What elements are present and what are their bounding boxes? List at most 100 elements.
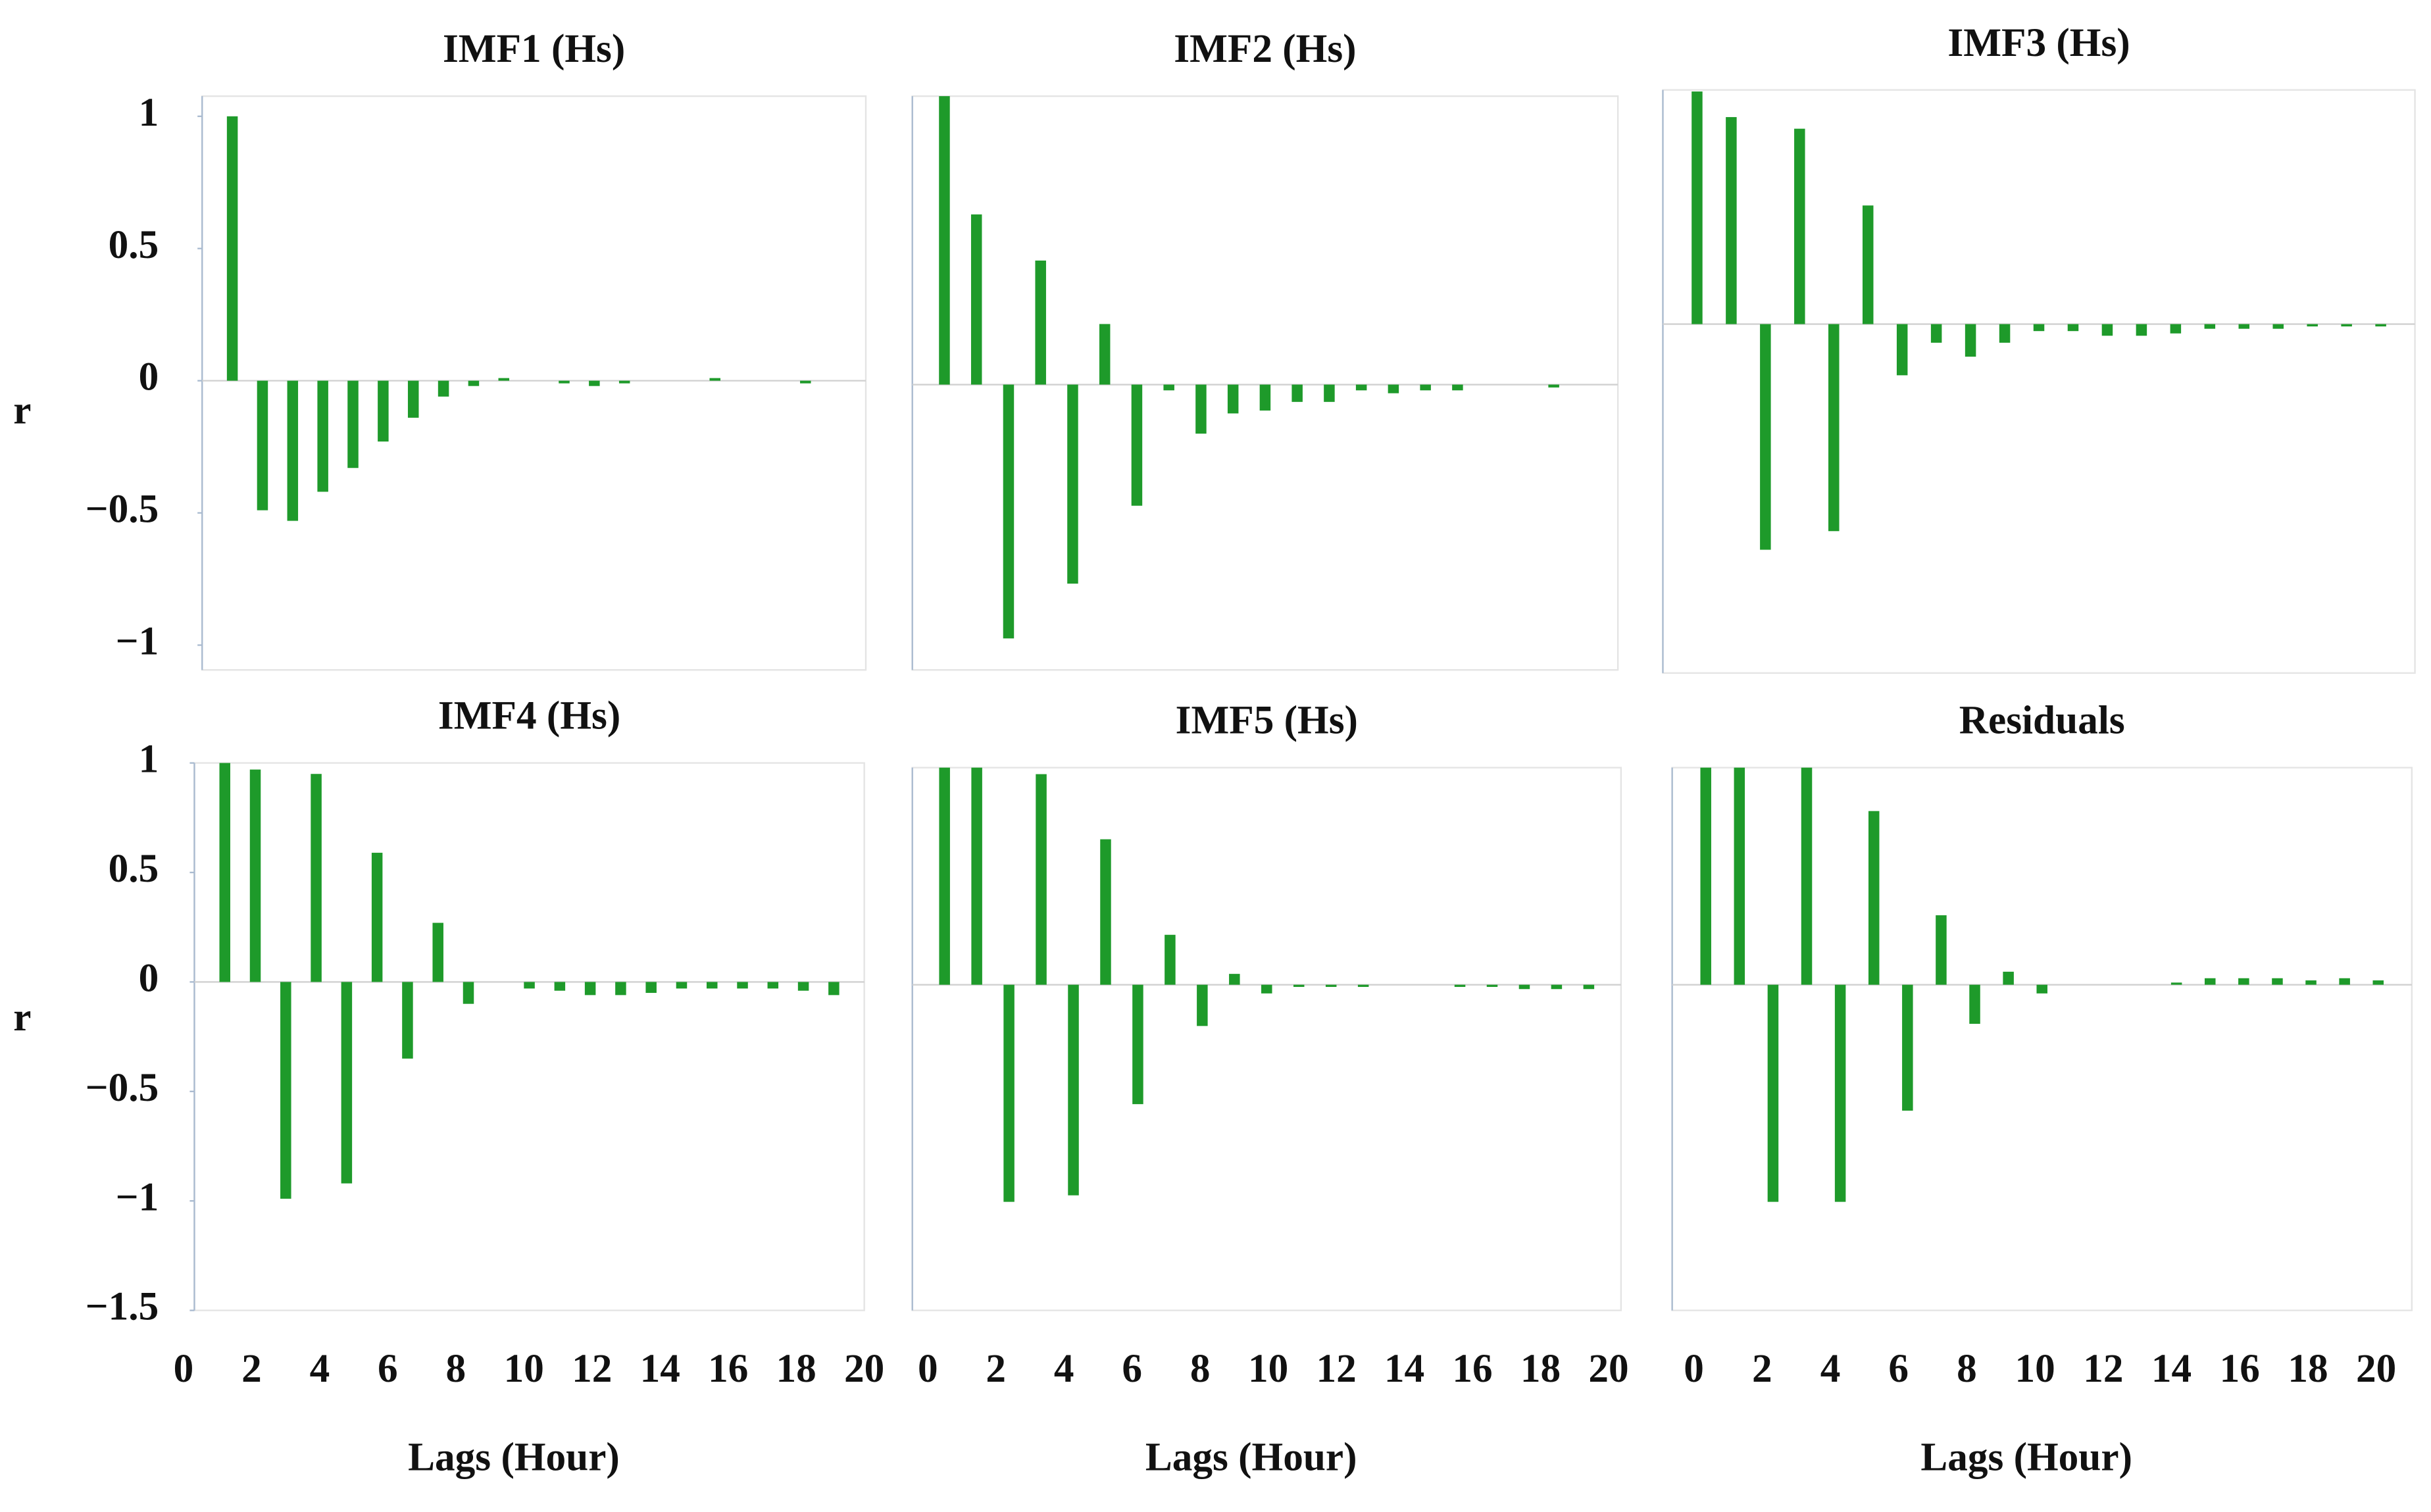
x-tick-label: 14 (1384, 1346, 1424, 1391)
bar (402, 982, 413, 1059)
bar (1700, 767, 1711, 985)
x-tick-label: 10 (1248, 1346, 1288, 1391)
bar (2205, 978, 2216, 985)
bar (971, 767, 982, 985)
bar (468, 380, 480, 386)
bar (1518, 984, 1530, 990)
x-tick-label: 4 (1820, 1346, 1841, 1391)
bar (676, 982, 688, 989)
plot-frame (1662, 89, 2416, 674)
bar (1293, 984, 1305, 987)
bar (618, 380, 630, 384)
bar (709, 378, 720, 381)
bar (1930, 324, 1942, 343)
bar (1692, 91, 1703, 324)
x-tick-label: 10 (504, 1346, 544, 1391)
bar (1936, 915, 1947, 985)
bar (371, 853, 383, 982)
bar (1324, 384, 1335, 402)
bar (589, 380, 600, 386)
x-tick-label: 0 (918, 1346, 938, 1391)
bar (1454, 984, 1466, 987)
bar (2136, 324, 2147, 336)
bar (1420, 384, 1431, 391)
x-tick-label: 20 (844, 1346, 884, 1391)
bar (311, 774, 322, 982)
x-axis-label: Lags (Hour) (1920, 1434, 2132, 1479)
x-axis-label: Lags (Hour) (408, 1434, 620, 1479)
x-tick-label: 12 (2083, 1346, 2123, 1391)
bar (737, 982, 748, 989)
bar (2204, 324, 2216, 329)
x-tick-label: 2 (241, 1346, 262, 1391)
bar (524, 982, 535, 989)
y-tick-label: 1 (139, 737, 159, 782)
x-tick-label: 16 (2220, 1346, 2260, 1391)
bar (939, 96, 950, 385)
x-tick-label: 18 (2288, 1346, 2328, 1391)
x-tick-label: 12 (572, 1346, 612, 1391)
bar (1486, 984, 1498, 987)
bar (1165, 934, 1176, 985)
bar (341, 982, 353, 1184)
y-tick-label: 0.5 (109, 222, 159, 267)
y-axis-label: r (13, 995, 31, 1040)
y-tick-label: −1.5 (86, 1284, 159, 1329)
bar (287, 380, 299, 521)
x-tick-label: 20 (1588, 1346, 1628, 1391)
x-tick-label: 12 (1316, 1346, 1356, 1391)
bar (828, 982, 840, 995)
x-tick-label: 16 (1452, 1346, 1492, 1391)
bar (2003, 971, 2014, 985)
bar (2341, 324, 2352, 327)
bar (1099, 324, 1111, 385)
bar (1357, 984, 1369, 987)
plot-frame (911, 767, 1622, 1311)
bar (1834, 984, 1846, 1202)
chart-title: IMF1 (Hs) (443, 26, 625, 71)
bar (1036, 774, 1047, 985)
bar (1132, 984, 1143, 1105)
bar (1965, 324, 1976, 357)
plot-frame (201, 95, 867, 671)
bar (2238, 978, 2249, 985)
bar (1003, 984, 1015, 1202)
bar (1551, 984, 1563, 990)
x-tick-label: 18 (1520, 1346, 1561, 1391)
bar (2307, 324, 2318, 327)
bar (645, 982, 657, 994)
x-tick-label: 10 (2015, 1346, 2055, 1391)
x-tick-label: 14 (2151, 1346, 2192, 1391)
bar (1828, 324, 1840, 532)
bar (800, 380, 811, 384)
x-tick-label: 6 (1888, 1346, 1909, 1391)
bar (2305, 980, 2317, 985)
y-tick-label: 0 (139, 955, 159, 1000)
bar (554, 982, 566, 991)
bar (1355, 384, 1367, 391)
bar (249, 769, 261, 982)
bar (1197, 984, 1208, 1026)
x-tick-label: 2 (1752, 1346, 1772, 1391)
bar (1999, 324, 2011, 343)
bar (1067, 384, 1078, 584)
bar (378, 380, 389, 442)
x-tick-label: 20 (2356, 1346, 2396, 1391)
bar (2067, 324, 2079, 332)
bar (1868, 811, 1880, 985)
chart-title: IMF4 (Hs) (438, 693, 620, 738)
bar (1261, 984, 1272, 994)
bar (2170, 982, 2182, 985)
bar (280, 982, 291, 1199)
x-tick-label: 8 (1190, 1346, 1211, 1391)
chart-title: IMF5 (Hs) (1176, 698, 1358, 743)
x-tick-label: 0 (1684, 1346, 1704, 1391)
plot-frame (911, 95, 1619, 671)
bar (407, 380, 419, 418)
x-axis-label: Lags (Hour) (1145, 1434, 1357, 1479)
y-tick-label: −1 (116, 1174, 159, 1219)
bar (584, 982, 596, 995)
x-tick-label: 6 (378, 1346, 398, 1391)
x-tick-label: 2 (986, 1346, 1006, 1391)
